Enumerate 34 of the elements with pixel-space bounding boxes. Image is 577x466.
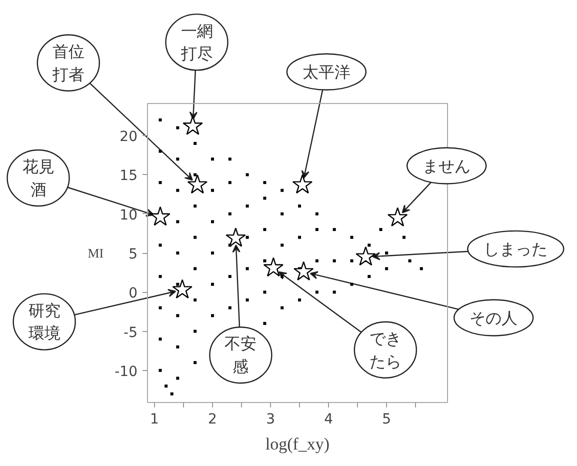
- y-axis-title: MI: [88, 246, 104, 260]
- x-tick-label: 3: [266, 412, 275, 428]
- point: [172, 279, 192, 298]
- point: [187, 174, 208, 194]
- point: [356, 246, 376, 266]
- annotation: 一網打尽: [180, 21, 213, 64]
- x-tick-label: 5: [382, 412, 392, 428]
- annotation: 太平洋: [302, 62, 350, 82]
- annotation: 研究環境: [28, 300, 60, 343]
- annotation: その人: [470, 308, 518, 328]
- point: [150, 206, 170, 226]
- point: [226, 228, 246, 247]
- y-tick-label: -10: [114, 364, 138, 380]
- x-axis-title: log(f_xy): [265, 434, 330, 454]
- y-tick-label: 10: [120, 207, 138, 224]
- x-tick-label: 4: [324, 412, 334, 428]
- annotation: できたら: [369, 328, 402, 371]
- y-tick-label: 20: [120, 129, 138, 146]
- y-tick-label: 5: [128, 246, 138, 262]
- point: [293, 261, 314, 280]
- point: [292, 174, 313, 194]
- point: [263, 257, 284, 277]
- annotation: しまった: [484, 239, 548, 258]
- x-tick-label: 1: [150, 412, 159, 428]
- y-tick-label: -5: [124, 324, 138, 341]
- annotation: ません: [422, 156, 471, 176]
- point: [387, 207, 408, 226]
- point: [182, 116, 203, 135]
- y-tick-label: 15: [120, 168, 138, 184]
- annotation: 首位打者: [51, 42, 84, 84]
- y-tick-label: 0: [128, 286, 138, 302]
- annotation: 花見酒: [22, 157, 54, 199]
- annotation: 不安感: [224, 334, 257, 376]
- x-tick-label: 2: [208, 412, 217, 428]
